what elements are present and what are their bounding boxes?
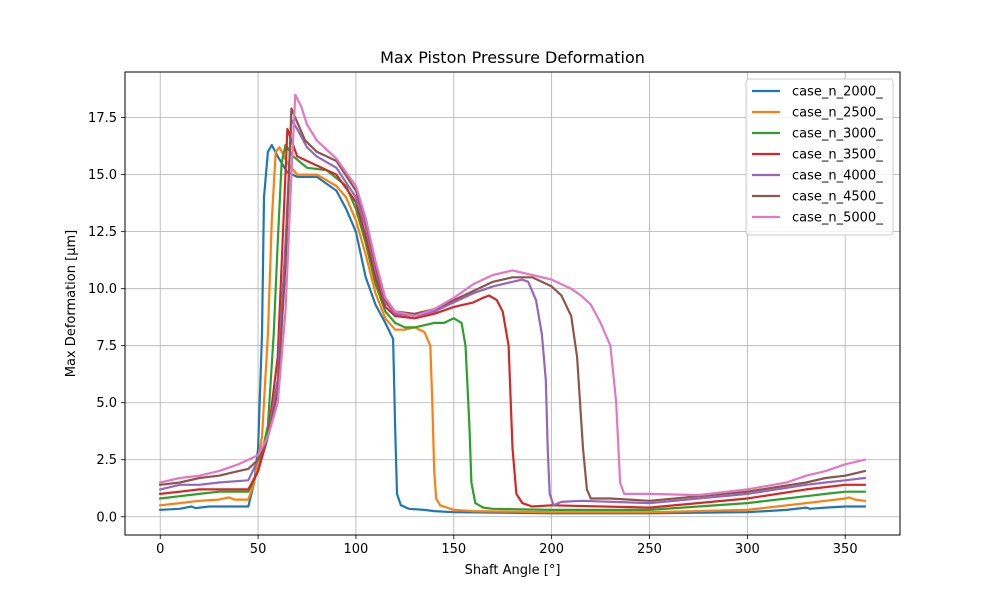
y-tick-label: 5.0 (96, 396, 117, 411)
legend-label: case_n_3000_ (792, 127, 883, 142)
series-line-case-n-5000 (158, 93, 867, 497)
series-line-case-n-4000 (158, 118, 867, 507)
x-tick-label: 200 (539, 542, 564, 557)
x-tick-label: 300 (735, 542, 760, 557)
legend-box (745, 78, 894, 236)
series-line-case-n-3500 (158, 127, 866, 509)
legend-label: case_n_3500_ (792, 148, 883, 163)
legend-label: case_n_2000_ (792, 85, 883, 100)
series-line-case-n-2000 (159, 143, 866, 515)
legend-label: case_n_5000_ (792, 211, 883, 226)
chart-title: Max Piston Pressure Deformation (380, 48, 645, 67)
x-tick-label: 150 (441, 542, 466, 557)
x-tick-label: 350 (833, 542, 858, 557)
series-line-case-n-2500 (158, 146, 867, 514)
x-tick-label: 250 (637, 542, 662, 557)
x-axis-label: Shaft Angle [°] (465, 563, 561, 578)
x-tick-label: 0 (156, 542, 164, 557)
y-tick-label: 17.5 (88, 111, 117, 126)
x-tick-label: 100 (344, 542, 369, 557)
plot-frame (124, 71, 901, 536)
x-axis-ticks: 0 50 100 150 200 250 300 350 (156, 535, 858, 557)
legend-label: case_n_4000_ (792, 169, 883, 184)
y-axis-ticks: 0.0 2.5 5.0 7.5 10.0 12.5 15.0 17.5 (88, 111, 125, 525)
y-tick-label: 10.0 (88, 282, 117, 297)
legend-label: case_n_2500_ (792, 106, 883, 121)
y-tick-label: 15.0 (88, 168, 117, 183)
y-tick-label: 2.5 (96, 453, 117, 468)
y-axis-label: Max Deformation [µm] (64, 230, 79, 377)
legend-label: case_n_4500_ (792, 190, 883, 205)
series-line-case-n-3000 (158, 143, 866, 511)
y-tick-label: 12.5 (88, 225, 117, 240)
y-tick-label: 7.5 (96, 339, 117, 354)
series-lines (158, 93, 867, 515)
y-tick-label: 0.0 (96, 510, 117, 525)
x-tick-label: 50 (250, 542, 267, 557)
legend: case_n_2000_ case_n_2500_ case_n_3000_case… (745, 78, 894, 236)
